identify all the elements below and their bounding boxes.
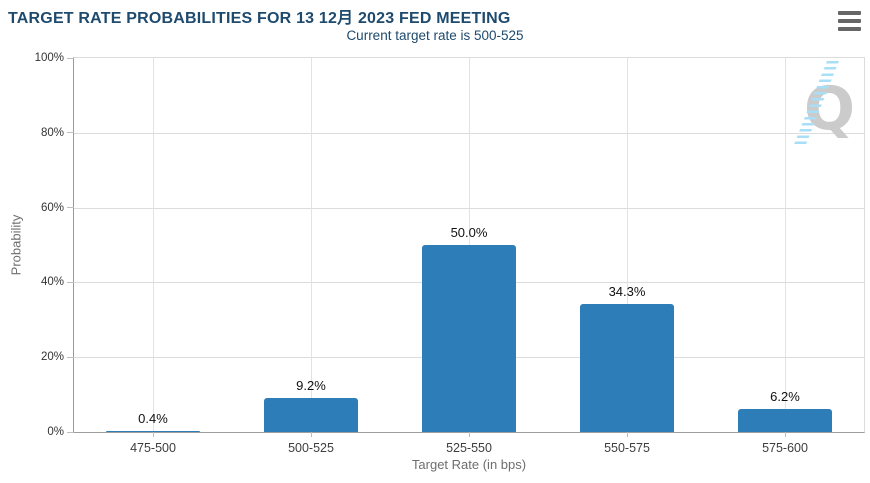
x-axis-tick — [784, 432, 786, 437]
bar-value-label: 50.0% — [450, 225, 488, 240]
y-tick-label: 60% — [40, 201, 64, 214]
vertical-gridline — [310, 58, 312, 432]
probability-bar[interactable] — [579, 303, 675, 432]
bar-value-label: 9.2% — [296, 377, 326, 393]
y-axis-tick — [67, 207, 74, 209]
y-axis-title: Probability — [8, 214, 24, 276]
x-tick-label: 500-525 — [288, 441, 334, 455]
bar-value-label: 34.3% — [608, 283, 646, 299]
probability-bar[interactable] — [421, 245, 517, 432]
chart-subtitle: Current target rate is 500-525 — [346, 28, 524, 43]
bar-value-label: 6.2% — [770, 388, 800, 404]
x-axis-tick — [152, 432, 154, 437]
y-tick-label: 40% — [40, 276, 64, 289]
x-axis-title: Target Rate (in bps) — [411, 457, 527, 472]
probability-bar[interactable] — [105, 430, 201, 432]
x-axis-tick — [626, 432, 628, 437]
x-axis-tick — [310, 432, 312, 437]
x-axis-tick — [468, 432, 470, 437]
x-tick-label: 525-550 — [446, 441, 492, 455]
probability-bar[interactable] — [263, 397, 359, 432]
chart-title: TARGET RATE PROBABILITIES FOR 13 12月 202… — [8, 10, 511, 27]
probability-bar[interactable] — [737, 408, 833, 432]
y-tick-label: 80% — [40, 126, 64, 139]
vertical-gridline — [626, 58, 628, 432]
vertical-gridline — [152, 58, 154, 432]
plot-area: Q 0% 20% 40% 60% 80% 100% 475-500 0.4% 500-525 9.… — [35, 52, 865, 455]
vertical-gridline — [784, 58, 786, 432]
y-axis-tick — [67, 281, 74, 283]
x-tick-label: 550-575 — [604, 441, 650, 455]
y-tick-label: 0% — [47, 426, 64, 438]
y-axis-tick — [67, 356, 74, 358]
y-axis-tick — [67, 132, 74, 134]
menu-button[interactable] — [838, 11, 861, 31]
y-tick-label: 100% — [34, 52, 64, 64]
y-axis-tick — [67, 431, 74, 433]
y-tick-label: 20% — [40, 351, 64, 364]
x-tick-label: 475-500 — [130, 441, 176, 455]
y-axis-tick — [67, 57, 74, 59]
bar-value-label: 0.4% — [138, 410, 168, 426]
x-tick-label: 575-600 — [762, 441, 808, 455]
watermark-logo: Q — [791, 61, 855, 147]
